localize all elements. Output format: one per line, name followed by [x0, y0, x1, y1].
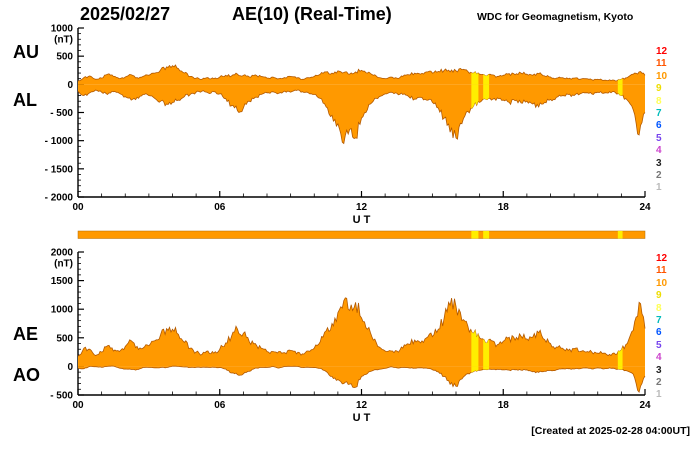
legend-item-4: 4	[656, 145, 662, 157]
station-count-legend-top: 12 11 10 9 8 7 6 5 4 3 2 1	[656, 46, 686, 195]
svg-text:- 500: - 500	[50, 391, 73, 402]
svg-text:12: 12	[356, 202, 368, 213]
legend-item-7: 7	[656, 107, 662, 119]
svg-text:1000: 1000	[51, 305, 74, 316]
legend-item-6: 6	[656, 120, 662, 132]
svg-text:18: 18	[498, 400, 510, 411]
label-au: AU	[13, 42, 39, 62]
svg-text:06: 06	[214, 202, 226, 213]
legend-item-2: 2	[656, 169, 662, 181]
svg-text:0: 0	[67, 362, 73, 373]
svg-text:00: 00	[72, 400, 84, 411]
svg-text:(nT): (nT)	[54, 259, 73, 270]
svg-text:- 500: - 500	[50, 108, 73, 119]
plot-date: 2025/02/27	[80, 4, 171, 24]
svg-text:500: 500	[56, 333, 73, 344]
label-ao: AO	[13, 365, 40, 385]
label-al: AL	[13, 90, 37, 110]
svg-text:24: 24	[639, 202, 651, 213]
station-count-legend-bottom: 12 11 10 9 8 7 6 5 4 3 2 1	[656, 253, 686, 402]
legend-item-11: 11	[656, 58, 667, 70]
svg-text:(nT): (nT)	[54, 35, 73, 46]
svg-text:1000: 1000	[51, 24, 74, 35]
legend-item-10: 10	[656, 277, 668, 289]
legend-item-3: 3	[656, 364, 662, 376]
legend-item-9: 9	[656, 83, 662, 95]
legend-item-4: 4	[656, 352, 662, 364]
svg-text:- 1500: - 1500	[45, 164, 74, 175]
legend-item-12: 12	[656, 46, 668, 57]
legend-item-7: 7	[656, 314, 662, 326]
created-timestamp: [Created at 2025-02-28 04:00UT]	[531, 425, 690, 437]
label-ae: AE	[13, 324, 39, 344]
legend-item-8: 8	[656, 95, 662, 107]
legend-item-5: 5	[656, 132, 662, 144]
legend-item-10: 10	[656, 70, 668, 82]
svg-text:06: 06	[214, 400, 226, 411]
legend-item-5: 5	[656, 339, 662, 351]
legend-item-2: 2	[656, 376, 662, 388]
svg-text:500: 500	[56, 52, 73, 63]
legend-item-6: 6	[656, 327, 662, 339]
legend-item-11: 11	[656, 265, 667, 277]
svg-text:12: 12	[356, 400, 368, 411]
svg-text:0: 0	[67, 80, 73, 91]
svg-text:U T: U T	[353, 214, 371, 226]
svg-text:- 2000: - 2000	[45, 193, 74, 204]
legend-item-1: 1	[656, 182, 662, 194]
svg-text:U T: U T	[353, 412, 371, 424]
svg-text:- 1000: - 1000	[45, 136, 74, 147]
svg-text:00: 00	[72, 202, 84, 213]
legend-item-3: 3	[656, 157, 662, 169]
svg-text:2000: 2000	[51, 248, 74, 259]
legend-item-9: 9	[656, 290, 662, 302]
svg-text:24: 24	[639, 400, 651, 411]
legend-item-12: 12	[656, 253, 668, 264]
plot-title: AE(10) (Real-Time)	[232, 4, 392, 24]
svg-text:1500: 1500	[51, 276, 74, 287]
source-credit: WDC for Geomagnetism, Kyoto	[477, 11, 634, 23]
legend-item-8: 8	[656, 302, 662, 314]
legend-item-1: 1	[656, 389, 662, 401]
svg-text:18: 18	[498, 202, 510, 213]
